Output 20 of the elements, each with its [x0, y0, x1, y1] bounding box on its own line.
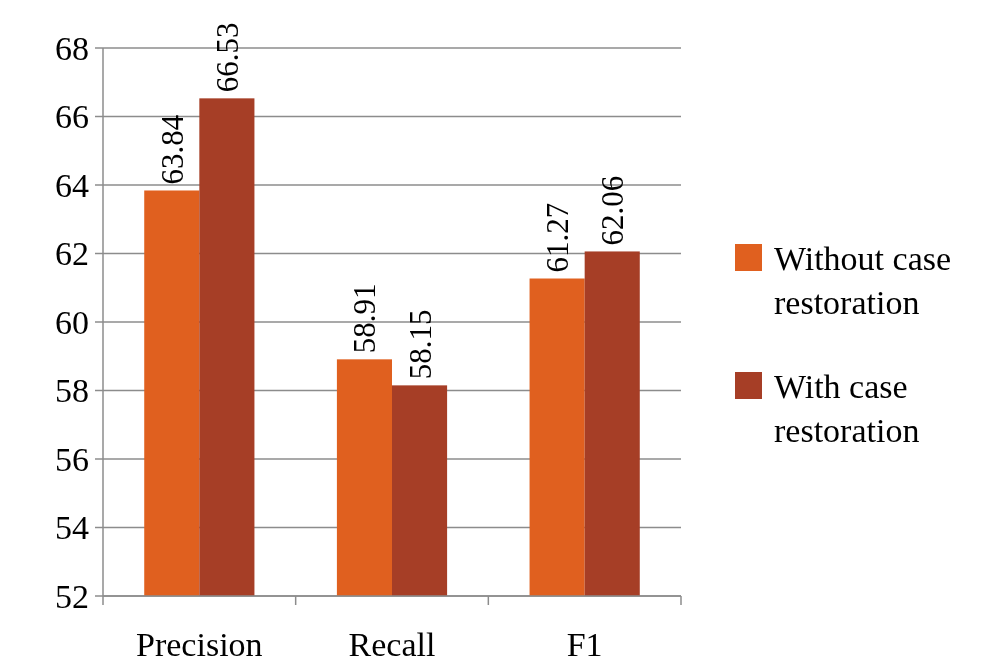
x-tick-label: Recall: [348, 626, 436, 663]
y-tick-label: 52: [55, 577, 89, 615]
y-tick-label: 56: [55, 440, 89, 478]
data-label: 58.15: [402, 309, 438, 380]
legend-label: With case restoration: [774, 368, 920, 449]
y-tick-label: 64: [55, 166, 89, 204]
y-tick-label: 54: [55, 509, 89, 547]
y-tick-label: 62: [55, 235, 89, 273]
data-label: 62.06: [595, 175, 631, 246]
legend-label: Without case restoration: [774, 240, 952, 321]
x-tick-label: Precision: [136, 626, 263, 663]
y-tick-label: 66: [55, 98, 89, 136]
data-label: 63.84: [154, 114, 190, 185]
y-tick-label: 68: [55, 29, 89, 67]
x-tick-label: F1: [566, 626, 603, 663]
data-label: 66.53: [209, 22, 245, 93]
y-tick-label: 58: [55, 372, 89, 410]
data-label: 61.27: [540, 202, 576, 273]
data-label: 58.91: [347, 283, 383, 354]
y-tick-label: 60: [55, 303, 89, 341]
